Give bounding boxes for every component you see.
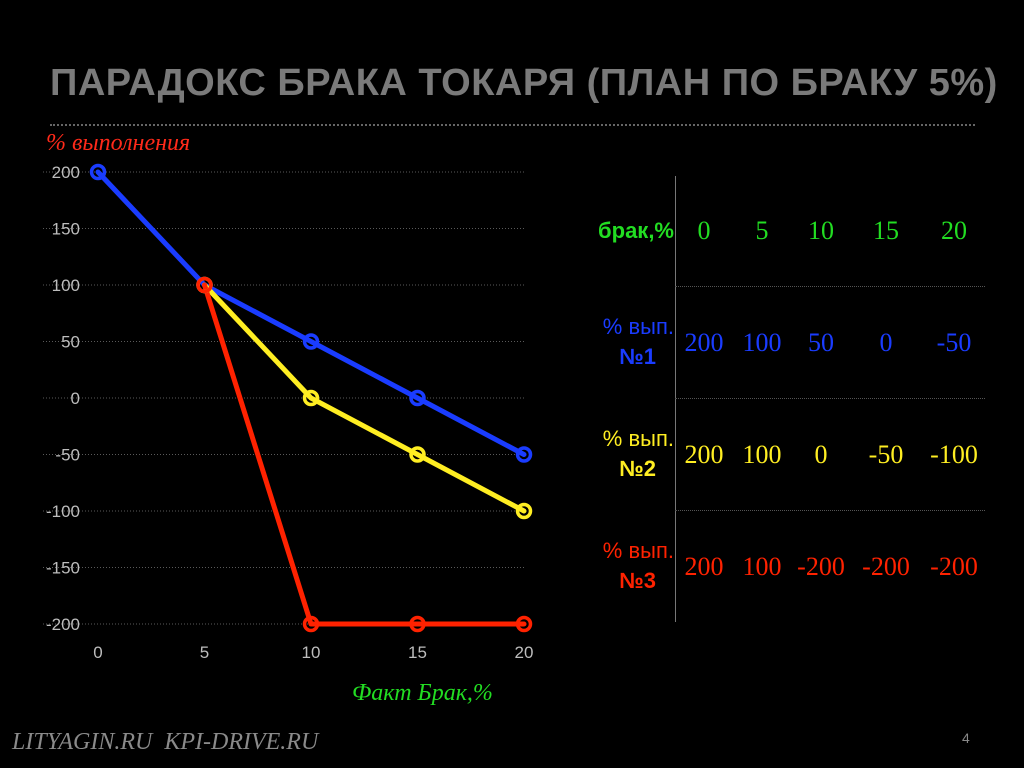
table-vertical-divider	[675, 176, 676, 622]
table-row-label: % вып. №3	[580, 536, 674, 596]
x-tick-label: 10	[302, 643, 321, 662]
data-table: брак,% 0 5 10 15 20 % вып. №1 200 100 50…	[580, 176, 985, 622]
table-cell: 50	[808, 328, 834, 357]
table-cell: -50	[936, 328, 972, 357]
y-tick-label: -50	[55, 446, 80, 465]
table-cell: 200	[684, 328, 724, 357]
page-number: 4	[962, 730, 970, 746]
table-header-label: брак,%	[598, 218, 674, 243]
series-3-point	[302, 615, 320, 633]
row-label-line2: №1	[619, 344, 656, 369]
table-row-divider	[675, 510, 985, 511]
table-cell: 200	[684, 440, 724, 469]
y-tick-label: 0	[71, 389, 80, 408]
x-tick-label: 15	[408, 643, 427, 662]
series-line-1	[95, 169, 527, 457]
table-cell: 0	[814, 440, 828, 469]
series-1-point	[409, 389, 426, 407]
table-cell: -100	[930, 440, 978, 469]
x-tick-label: 20	[515, 643, 534, 662]
table-row-label: % вып. №2	[580, 424, 674, 484]
x-tick-label: 0	[93, 643, 102, 662]
table-cell: 0	[697, 216, 711, 245]
table-cell: -50	[868, 440, 904, 469]
slide-title: ПАРАДОКС БРАКА ТОКАРЯ (ПЛАН ПО БРАКУ 5%)	[50, 62, 998, 104]
row-label-line2: №2	[619, 456, 656, 481]
table-cell: 15	[873, 216, 899, 245]
y-tick-label: -100	[46, 502, 80, 521]
table-cell: 20	[941, 216, 967, 245]
series-2-point	[409, 446, 426, 463]
table-cell: 5	[755, 216, 769, 245]
table-cell: -200	[797, 552, 845, 581]
row-label-line1: % вып.	[602, 426, 674, 451]
y-axis-label: % выполнения	[46, 130, 191, 156]
y-tick-label: -150	[46, 559, 80, 578]
y-tick-label: 150	[52, 220, 80, 239]
table-row-divider	[675, 398, 985, 399]
series-1-point	[302, 333, 320, 350]
series-line-2	[202, 282, 527, 514]
series-line-3	[202, 282, 527, 627]
series-3-point	[409, 615, 426, 633]
series-2-point	[302, 389, 320, 407]
table-cell: 200	[684, 552, 724, 581]
row-label-line1: % вып.	[602, 538, 674, 563]
y-tick-label: 200	[52, 163, 80, 182]
table-cell: 10	[808, 216, 834, 245]
series-2-point	[515, 502, 533, 520]
series-3-point	[196, 276, 213, 294]
series-3-point	[515, 615, 533, 633]
table-cell: -200	[862, 552, 910, 581]
table-cell: 100	[742, 440, 782, 469]
table-row-label: % вып. №1	[580, 312, 674, 372]
table-cell: 0	[879, 328, 893, 357]
footer-sites: LITYAGIN.RU KPI-DRIVE.RU	[12, 729, 319, 755]
table-row-divider	[675, 286, 985, 287]
series-1-point	[515, 446, 533, 463]
table-cell: 100	[742, 552, 782, 581]
table-cell: 100	[742, 328, 782, 357]
title-divider	[50, 124, 975, 126]
row-label-line2: №3	[619, 568, 656, 593]
series-1-point	[89, 163, 107, 181]
y-tick-label: 50	[61, 333, 80, 352]
y-tick-label: -200	[46, 615, 80, 634]
table-cell: -200	[930, 552, 978, 581]
row-label-line1: % вып.	[602, 314, 674, 339]
x-axis-label: Факт Брак,%	[352, 680, 493, 706]
x-tick-label: 5	[200, 643, 209, 662]
y-tick-label: 100	[52, 276, 80, 295]
